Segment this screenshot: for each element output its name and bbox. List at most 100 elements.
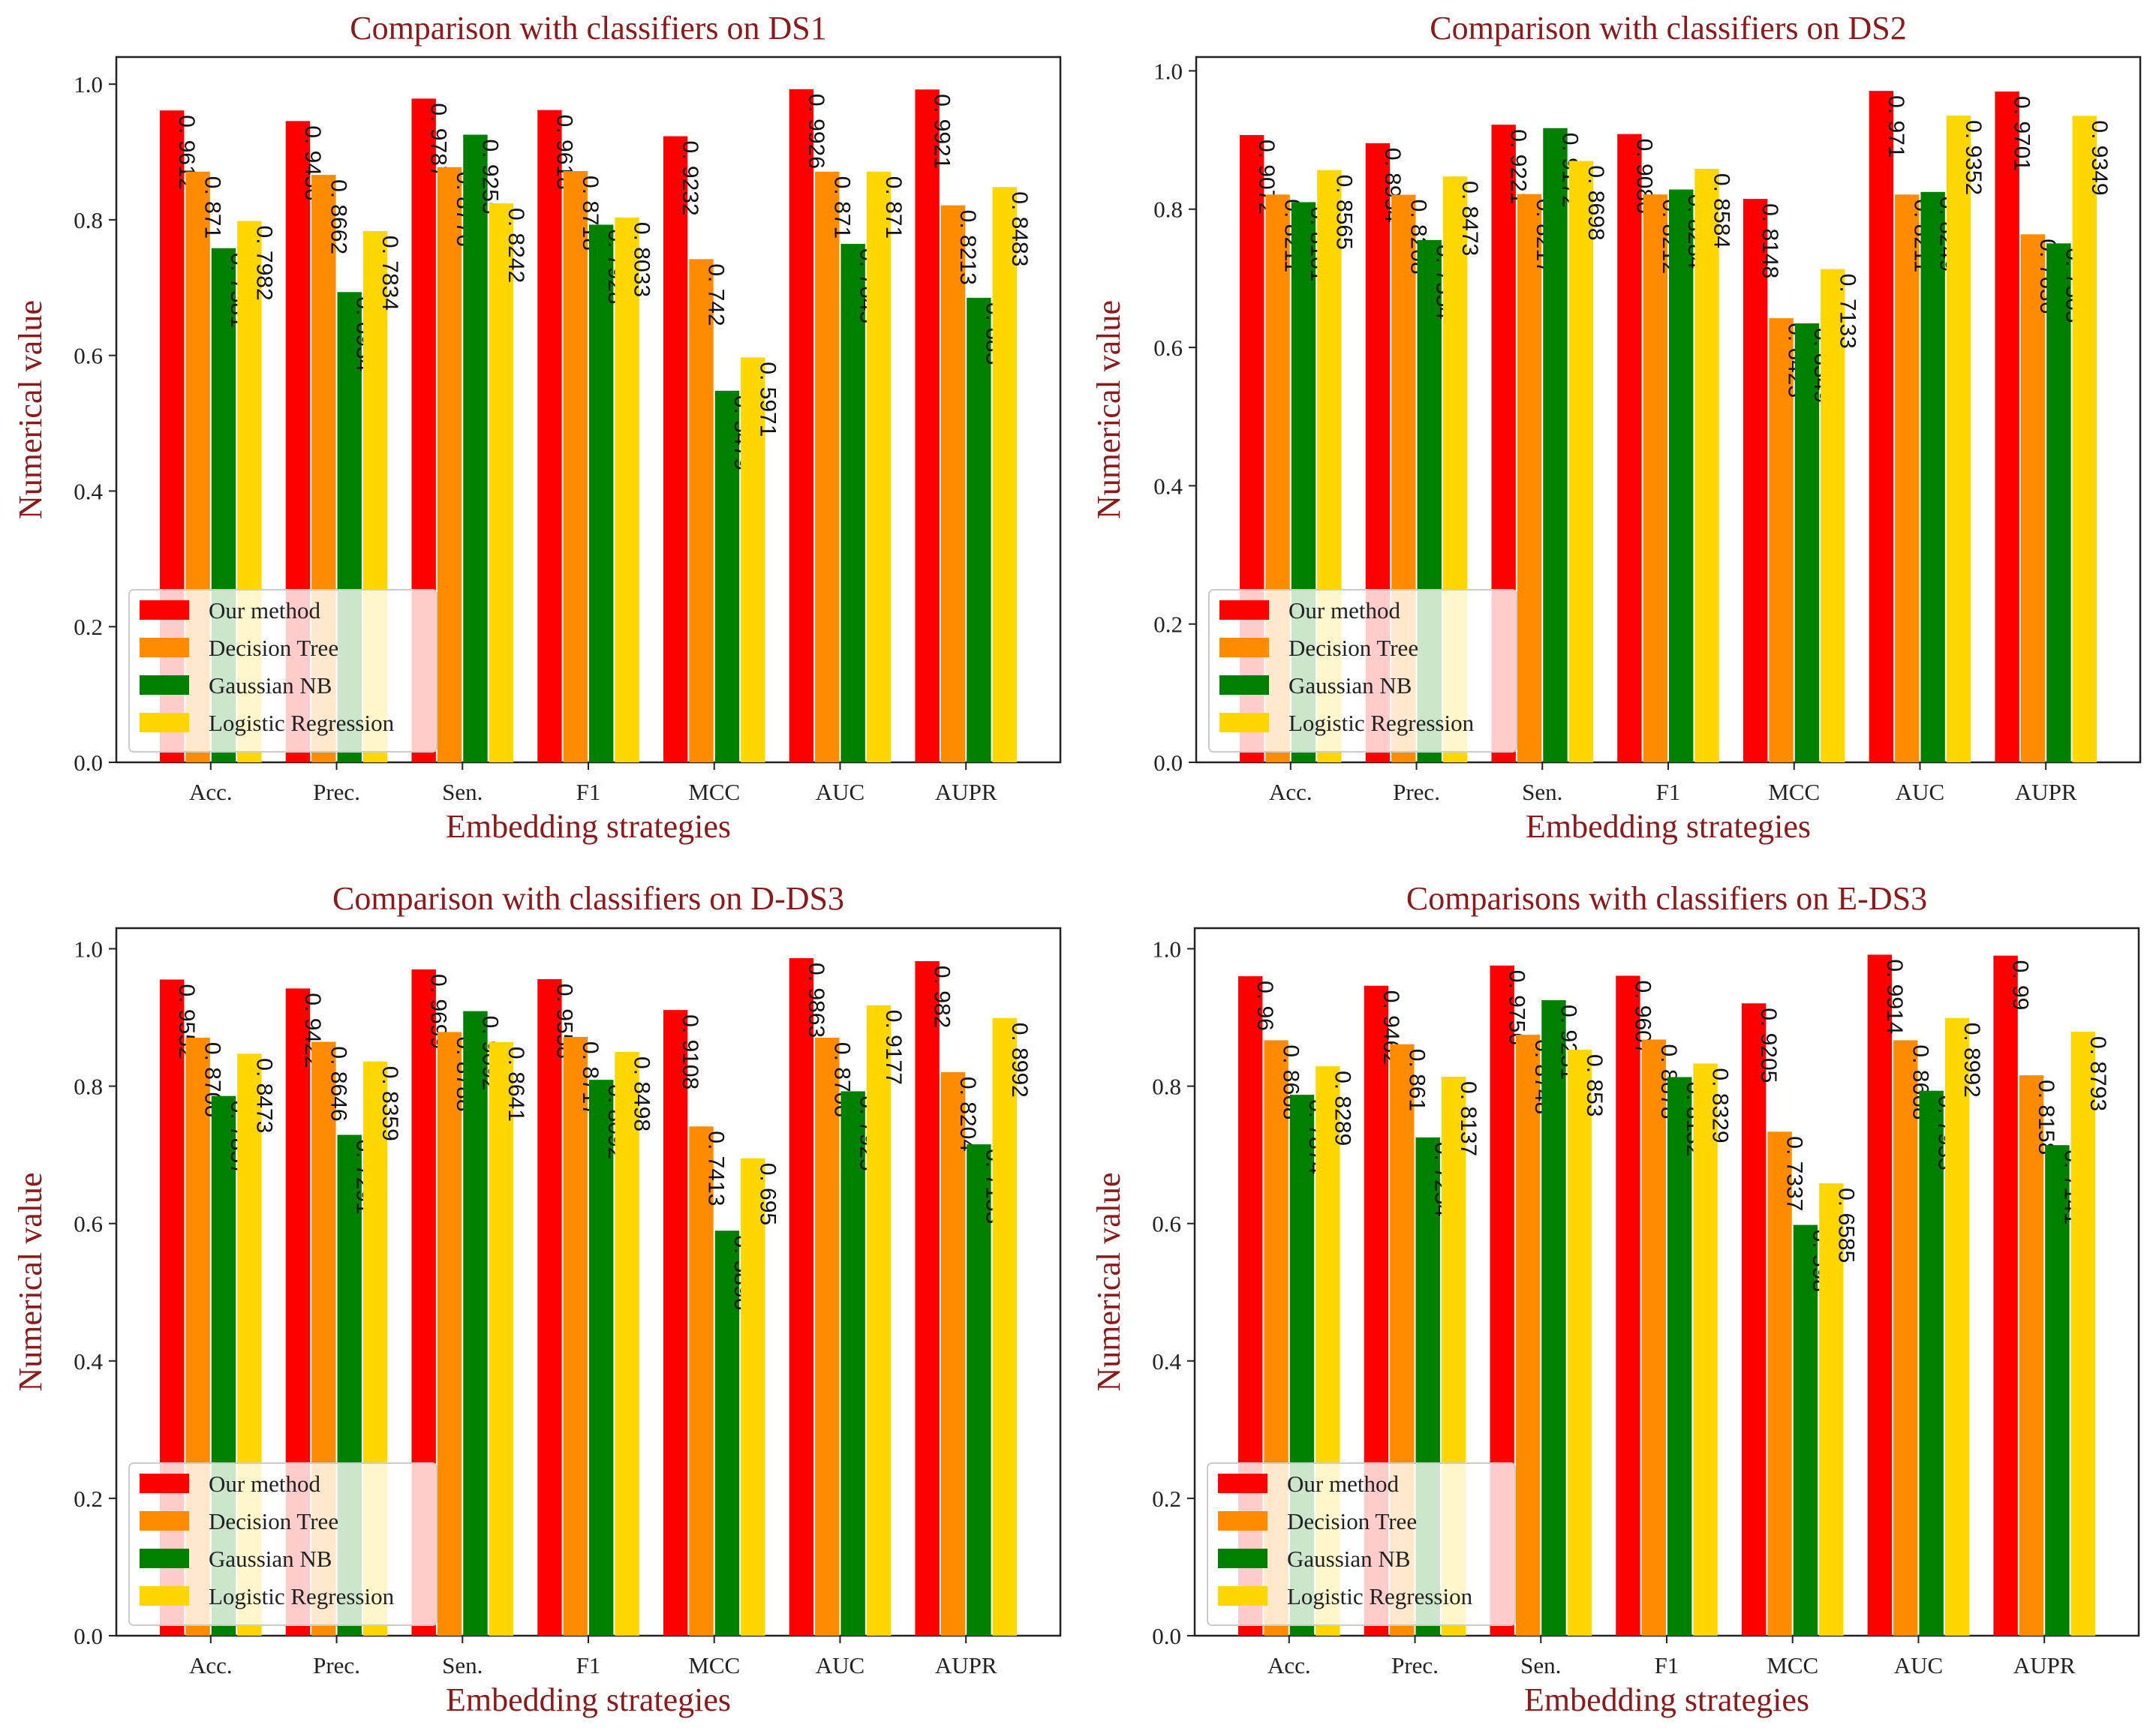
bar — [1643, 194, 1667, 762]
legend-label: Decision Tree — [209, 1508, 338, 1534]
bar — [1767, 1131, 1792, 1636]
bar — [1515, 1035, 1541, 1636]
bar — [563, 1036, 588, 1636]
x-tick-label: Acc. — [1267, 1652, 1311, 1678]
bar-value-label: 0. 8158 — [2034, 1080, 2058, 1155]
bar-value-label: 0. 9926 — [804, 94, 828, 169]
chart-d-ds3: Comparison with classifiers on D-DS3 0.0 0… — [12, 880, 1062, 1718]
bar-value-label: 0. 695 — [755, 1163, 780, 1225]
bar — [1893, 1040, 1918, 1636]
bar — [589, 224, 614, 762]
x-tick-label: Prec. — [313, 779, 360, 805]
bar — [2045, 1145, 2070, 1636]
legend-swatch — [140, 1511, 189, 1531]
bar-value-label: 0. 8646 — [326, 1046, 350, 1121]
bar — [840, 244, 865, 762]
chart-title: Comparison with classifiers on DS2 — [1430, 10, 1907, 47]
bar — [615, 217, 639, 762]
bar-value-label: 0. 742 — [704, 263, 729, 326]
y-tick-label: 0.0 — [74, 1623, 103, 1649]
bar-value-label: 0. 8148 — [1758, 203, 1782, 278]
bar-value-label: 0. 8473 — [251, 1058, 276, 1133]
legend-swatch — [140, 1586, 189, 1606]
bar-value-label: 0. 9349 — [2087, 120, 2112, 195]
bar — [741, 357, 765, 762]
y-tick-label: 0.8 — [74, 1074, 103, 1100]
bar — [1543, 128, 1568, 763]
bar — [1568, 161, 1594, 762]
y-tick-label: 0.8 — [1153, 197, 1183, 223]
bar-value-label: 0. 8662 — [326, 179, 350, 254]
bar — [940, 205, 966, 762]
bar — [437, 167, 462, 763]
bar — [689, 259, 714, 762]
legend-label: Gaussian NB — [1287, 1546, 1410, 1572]
bar — [1919, 1090, 1944, 1636]
bar-value-label: 0. 8204 — [955, 1077, 980, 1152]
bar — [992, 187, 1017, 762]
legend-label: Gaussian NB — [209, 1546, 332, 1572]
bar — [1793, 1225, 1818, 1636]
bar-value-label: 0. 853 — [1582, 1054, 1607, 1116]
bar-value-label: 0. 8473 — [1457, 181, 1482, 256]
x-tick-label: MCC — [688, 1652, 740, 1678]
x-tick-label: Sen. — [442, 779, 483, 805]
legend-label: Decision Tree — [1287, 1508, 1417, 1534]
x-axis-label: Embedding strategies — [1524, 1681, 1809, 1718]
x-tick-label: AUPR — [2013, 1652, 2076, 1678]
bar-value-label: 0. 9756 — [1505, 970, 1529, 1045]
y-tick-label: 0.6 — [1153, 335, 1183, 361]
bar — [437, 1032, 462, 1636]
chart-e-ds3: Comparisons with classifiers on E-DS3 0.0… — [1090, 880, 2140, 1718]
bar — [1567, 1050, 1592, 1636]
bar-value-label: 0. 9863 — [804, 963, 828, 1038]
bar-value-label: 0. 9352 — [1961, 120, 1986, 195]
x-tick-label: F1 — [1655, 1652, 1679, 1678]
x-tick-label: F1 — [1656, 779, 1681, 805]
bar-value-label: 0. 8992 — [1959, 1023, 1984, 1098]
bar-value-label: 0. 8033 — [630, 222, 654, 297]
bar-value-label: 0. 9221 — [1506, 129, 1531, 204]
bar — [2019, 1075, 2044, 1636]
x-tick-label: MCC — [1767, 1652, 1818, 1678]
y-tick-label: 1.0 — [1152, 936, 1181, 962]
bar-value-label: 0. 8793 — [2085, 1036, 2110, 1111]
chart-title: Comparison with classifiers on D-DS3 — [332, 880, 844, 917]
x-tick-label: Sen. — [442, 1652, 483, 1678]
y-tick-label: 0.2 — [74, 1486, 103, 1512]
y-tick-label: 0.2 — [1153, 612, 1183, 638]
legend-swatch — [140, 600, 189, 620]
x-tick-label: F1 — [576, 779, 601, 805]
bar-value-label: 0. 9232 — [678, 141, 702, 216]
bar — [463, 1011, 488, 1636]
x-axis-label: Embedding strategies — [446, 1681, 731, 1718]
legend-swatch — [140, 713, 189, 732]
bar — [563, 171, 588, 762]
bar-value-label: 0. 7133 — [1835, 274, 1860, 349]
bar-value-label: 0. 861 — [1404, 1049, 1429, 1111]
x-tick-label: Sen. — [1520, 1652, 1561, 1678]
y-tick-label: 0.4 — [74, 478, 103, 504]
bar-value-label: 0. 8242 — [504, 208, 528, 283]
legend-label: Gaussian NB — [209, 672, 332, 699]
legend — [128, 1462, 438, 1626]
bar — [463, 134, 488, 763]
y-tick-label: 0.6 — [74, 1211, 103, 1237]
bar-value-label: 0. 982 — [930, 966, 955, 1028]
x-tick-label: AUC — [1896, 779, 1944, 805]
bar — [1667, 1077, 1692, 1636]
bar-value-label: 0. 7337 — [1782, 1136, 1807, 1211]
legend-swatch — [140, 1549, 189, 1568]
bar-value-label: 0. 8483 — [1007, 191, 1032, 266]
bar — [1694, 168, 1719, 763]
x-tick-label: F1 — [576, 1652, 601, 1678]
x-tick-label: AUPR — [935, 779, 997, 805]
bar-value-label: 0. 8213 — [955, 210, 980, 285]
bar-value-label: 0. 8359 — [377, 1066, 402, 1141]
bar-value-label: 0. 871 — [881, 176, 906, 239]
bar-value-label: 0. 9205 — [1756, 1008, 1781, 1083]
bar — [815, 171, 840, 762]
y-tick-label: 0.2 — [74, 614, 103, 640]
bar-value-label: 0. 9914 — [1882, 959, 1907, 1034]
